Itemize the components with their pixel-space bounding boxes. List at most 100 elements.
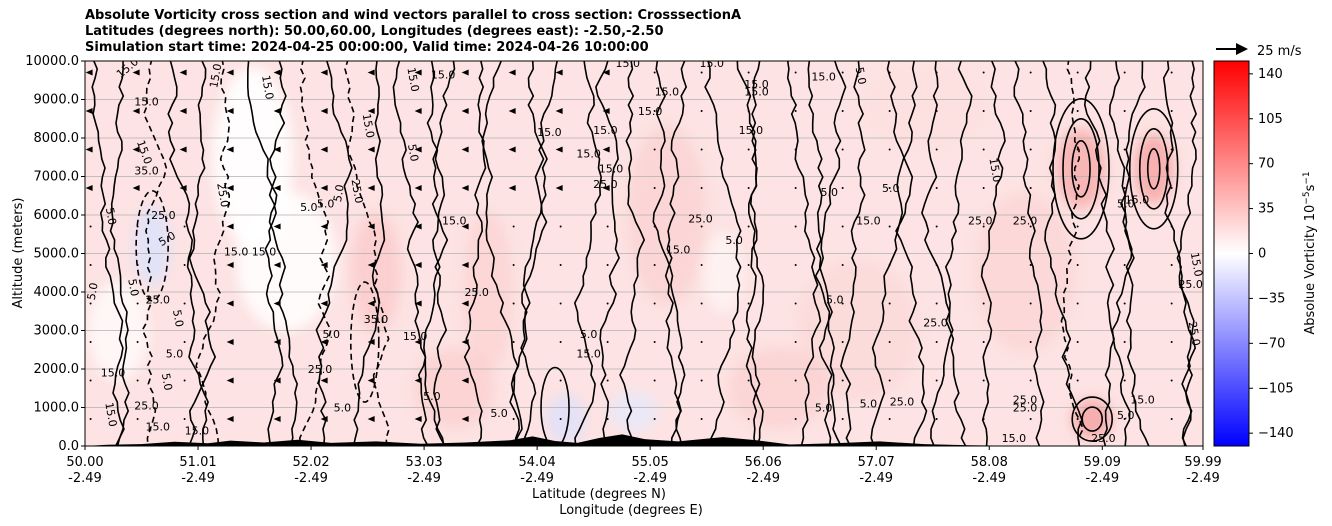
contour-label: 25.0: [968, 215, 993, 228]
y-tick-label: 4000.0: [34, 285, 80, 300]
wind-vector: [132, 146, 140, 153]
contour-lines: [91, 61, 1197, 446]
wind-vector: [1123, 187, 1126, 190]
wind-vector: [320, 146, 328, 153]
wind-vector: [136, 264, 139, 267]
wind-vector: [85, 146, 93, 153]
wind-vector: [179, 69, 187, 76]
field-blob: [1133, 133, 1174, 204]
wind-vector: [747, 187, 750, 190]
wind-vector: [606, 341, 609, 344]
contour-label: 5.0: [1117, 409, 1135, 422]
contour-label: 25.0: [1178, 278, 1203, 291]
contour-label: 5.0: [820, 186, 838, 199]
wind-vector: [273, 262, 281, 269]
wind-vector: [512, 264, 515, 267]
wind-vector: [461, 377, 469, 384]
wind-vector: [606, 379, 609, 382]
field-blob: [414, 348, 495, 429]
wind-vector: [841, 225, 844, 228]
contour-label: 25.0: [688, 213, 713, 226]
field-blob: [864, 67, 985, 148]
wind-vector: [559, 418, 562, 421]
wind-vector: [1029, 418, 1032, 421]
wind-vector: [794, 341, 797, 344]
wind-vector: [1076, 225, 1079, 228]
wind-vector: [512, 302, 515, 305]
wind-vector: [559, 379, 562, 382]
y-tick-label: 10000.0: [25, 54, 79, 69]
x-tick-label-lat: 52.02: [292, 455, 329, 470]
colorbar-label-main: Absolue Vorticity 10: [1303, 205, 1318, 335]
wind-vector: [512, 418, 515, 421]
contour-label: 15.0: [986, 157, 1003, 183]
wind-vector: [653, 302, 656, 305]
contour-label: 15.0: [431, 68, 456, 81]
y-tick-label: 1000.0: [34, 401, 80, 416]
colorbar-tick-label: 140: [1258, 67, 1283, 82]
wind-vector: [85, 185, 93, 192]
contour-label: 5.0: [580, 328, 598, 341]
wind-vector: [841, 110, 844, 113]
x-tick-label-lat: 50.00: [66, 455, 103, 470]
wind-vector: [982, 71, 985, 74]
wind-vector: [1076, 148, 1079, 151]
contour-label: 15.0: [145, 421, 170, 434]
wind-vector: [1123, 148, 1126, 151]
wind-vector: [747, 341, 750, 344]
wind-vector: [982, 264, 985, 267]
contour-label: 5.0: [166, 347, 184, 360]
colorbar-tick-label: −35: [1258, 291, 1285, 306]
contour-label: 35.0: [134, 165, 159, 178]
contour-line: [247, 61, 299, 446]
contour-label: 25.0: [1091, 432, 1116, 445]
wind-vector: [747, 264, 750, 267]
wind-vector: [1076, 187, 1079, 190]
wind-vector: [1123, 341, 1126, 344]
wind-vector: [1170, 148, 1173, 151]
contour-line: [1083, 61, 1115, 446]
wind-vector: [555, 146, 563, 153]
wind-vector: [89, 341, 92, 344]
colorbar-tick-label: 105: [1258, 112, 1283, 127]
contour-label: 25.0: [1013, 401, 1038, 414]
contour-label: 5.0: [159, 372, 175, 391]
colorbar-tick-label: 35: [1258, 202, 1275, 217]
contour-label: 15.0: [739, 124, 764, 137]
contour-label: 5.0: [317, 197, 335, 210]
contour-label: 15.0: [259, 74, 276, 100]
wind-vector: [320, 223, 328, 230]
field-blob: [728, 348, 829, 429]
wind-vector: [1076, 264, 1079, 267]
contour-ring: [1071, 140, 1091, 198]
wind-vector: [508, 108, 516, 115]
wind-vector: [320, 377, 328, 384]
x-tick-label-lon: -2.49: [1186, 471, 1220, 486]
wind-vector: [653, 110, 656, 113]
wind-vector: [273, 146, 281, 153]
wind-vector: [1029, 148, 1032, 151]
contour-line: [264, 61, 287, 446]
wind-vector: [1123, 418, 1126, 421]
wind-vector: [747, 225, 750, 228]
x-tick-label-lon: -2.49: [407, 471, 441, 486]
wind-vector: [320, 69, 328, 76]
wind-vector: [1170, 341, 1173, 344]
wind-vector: [461, 69, 469, 76]
wind-vector: [841, 71, 844, 74]
contour-label: 25.0: [890, 396, 915, 409]
wind-vector: [888, 264, 891, 267]
wind-vector: [982, 187, 985, 190]
wind-vector: [1170, 264, 1173, 267]
wind-vector: [1170, 302, 1173, 305]
contour-label: 15.0: [699, 57, 724, 70]
wind-vector: [512, 225, 515, 228]
contour-label: 15.0: [404, 66, 421, 92]
contour-line: [195, 61, 231, 446]
colorbar-label-mid: s: [1303, 184, 1318, 191]
wind-vector: [653, 187, 656, 190]
wind-vector: [935, 418, 938, 421]
contour-line: [664, 61, 688, 446]
contour-label: 5.0: [300, 201, 318, 214]
wind-vector: [794, 379, 797, 382]
